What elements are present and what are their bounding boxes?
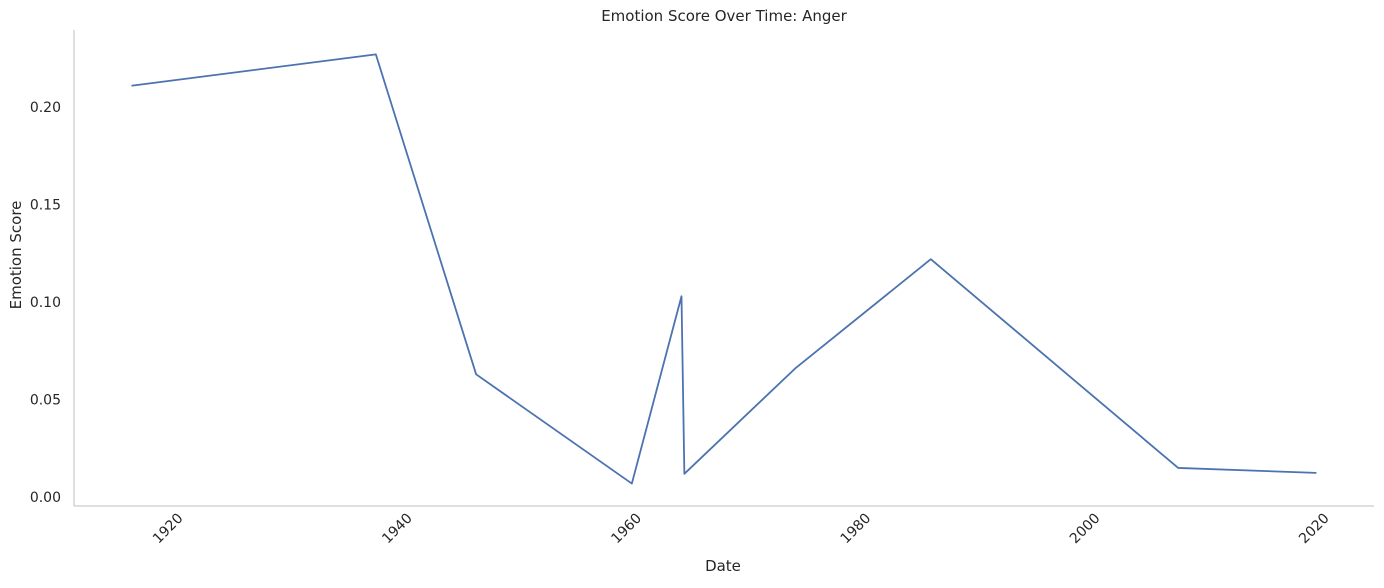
series-layer	[131, 53, 1317, 485]
x-tick-label: 1940	[379, 511, 416, 548]
x-tick-label: 2020	[1296, 511, 1333, 548]
y-tick-labels: 0.00 0.05 0.10 0.15 0.20	[30, 100, 61, 506]
chart-title: Emotion Score Over Time: Anger	[601, 7, 847, 25]
x-tick-label: 2000	[1067, 511, 1104, 548]
x-tick-label: 1980	[838, 511, 875, 548]
x-tick-label: 1960	[608, 511, 645, 548]
x-axis-title: Date	[705, 557, 741, 575]
y-tick-label: 0.15	[30, 198, 61, 214]
x-tick-labels: 1920 1940 1960 1980 2000 2020	[150, 511, 1333, 548]
y-tick-label: 0.10	[30, 295, 61, 311]
y-axis-title: Emotion Score	[7, 201, 25, 310]
y-tick-label: 0.20	[30, 100, 61, 116]
x-tick-label: 1920	[150, 511, 187, 548]
series-line	[131, 53, 1317, 485]
y-tick-label: 0.05	[30, 393, 61, 409]
y-tick-label: 0.00	[30, 490, 61, 506]
